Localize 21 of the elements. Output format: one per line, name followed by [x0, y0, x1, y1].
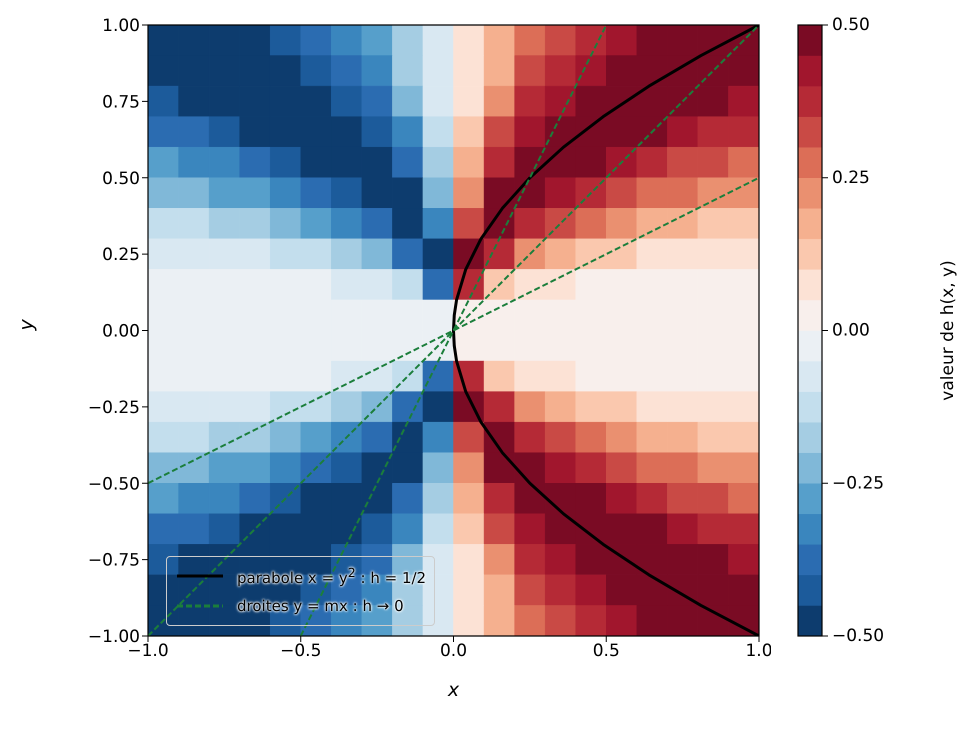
color-bar-title: valeur de h(x, y): [938, 260, 958, 401]
y-tick-label: 0.00: [102, 322, 140, 342]
y-tick-label: 0.25: [102, 245, 140, 266]
legend-label: droites y = mx : h → 0: [237, 597, 404, 615]
x-tick-label: −0.5: [280, 641, 322, 662]
color-bar-label: 0.00: [832, 320, 870, 340]
y-tick-label: 0.75: [102, 92, 140, 112]
x-axis-title: x: [446, 679, 460, 701]
color-bar-label: −0.50: [832, 626, 884, 646]
x-tick-label: 1.0: [745, 641, 773, 662]
color-bar-label: 0.50: [832, 15, 870, 35]
y-tick-label: −0.75: [88, 550, 140, 571]
y-tick-label: −0.50: [88, 474, 140, 494]
y-tick-label: −0.25: [88, 398, 140, 418]
color-bar-label: −0.25: [832, 473, 884, 494]
x-tick-label: 0.0: [440, 641, 468, 662]
y-tick-label: 0.50: [102, 168, 140, 189]
x-tick-label: 0.5: [592, 641, 620, 662]
color-bar-label: 0.25: [832, 168, 870, 188]
y-axis-title: y: [16, 318, 38, 332]
y-tick-label: 1.00: [102, 16, 140, 36]
